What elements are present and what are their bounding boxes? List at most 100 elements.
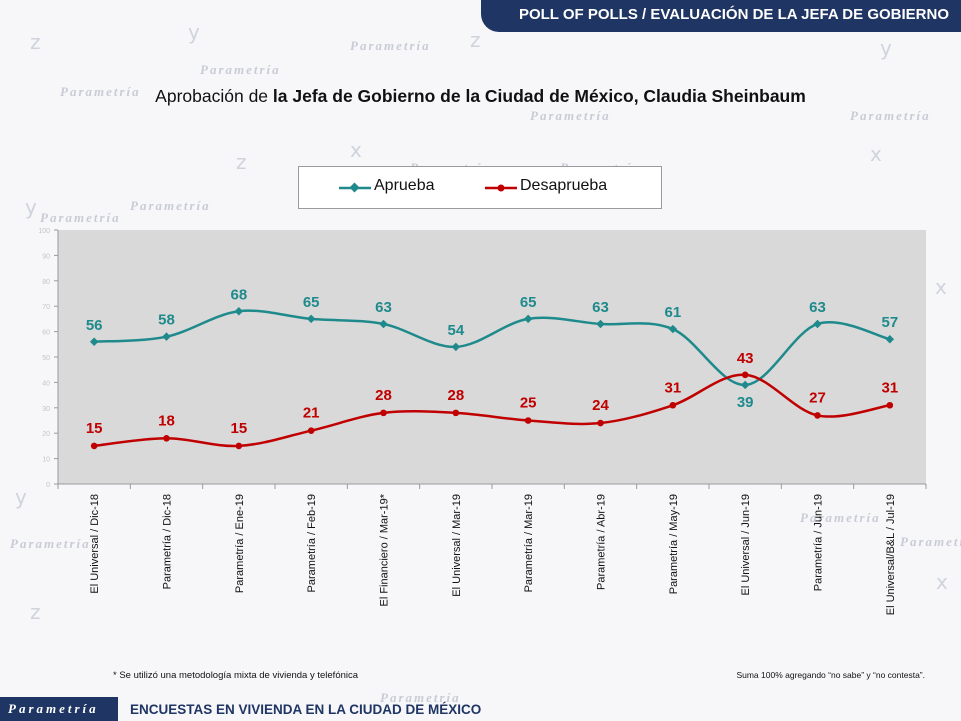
data-point-aprueba <box>451 342 461 352</box>
data-label-aprueba: 56 <box>86 317 103 334</box>
x-category-label: Parametría / Ene-19 <box>234 494 246 593</box>
watermark-glyph: x <box>350 138 362 162</box>
watermark-glyph: x <box>935 275 947 299</box>
x-category-label: El Universal/B&L / Jul-19 <box>885 494 897 615</box>
plot-area <box>58 230 926 484</box>
watermark-brand: Parametría <box>850 108 931 123</box>
y-tick-label: 60 <box>42 330 50 337</box>
data-point-desaprueba <box>90 442 98 450</box>
y-tick-label: 70 <box>42 304 50 311</box>
data-label-aprueba: 65 <box>303 294 320 311</box>
data-label-desaprueba: 18 <box>158 412 175 429</box>
legend-desaprueba-label: Desaprueba <box>520 177 608 194</box>
data-label-aprueba: 58 <box>158 312 175 329</box>
chart-title-prefix: Aprobación de <box>155 86 273 106</box>
data-label-aprueba: 57 <box>881 314 898 331</box>
y-tick-label: 90 <box>42 253 50 260</box>
watermark-brand: Parametría <box>380 690 461 705</box>
legend-aprueba-marker <box>339 182 371 193</box>
watermark-brand: Parametría <box>530 108 611 123</box>
x-category-label: Parametría / Abr-19 <box>596 494 608 590</box>
data-label-desaprueba: 15 <box>230 420 247 437</box>
footnote-methodology: * Se utilizó una metodología mixta de vi… <box>113 670 359 681</box>
data-point-desaprueba <box>380 409 387 417</box>
y-tick-label: 10 <box>42 457 50 464</box>
y-tick-label: 50 <box>42 355 50 362</box>
y-tick-label: 20 <box>42 431 50 438</box>
x-category-label: Parametría / Feb-19 <box>306 494 318 592</box>
data-point-desaprueba <box>452 409 460 417</box>
chart-title: Aprobación de la Jefa de Gobierno de la … <box>0 86 961 107</box>
watermark-brand: Parametría <box>60 84 141 99</box>
legend-aprueba-label: Aprueba <box>374 177 435 194</box>
data-point-desaprueba <box>741 371 749 379</box>
data-point-aprueba <box>740 380 750 390</box>
data-point-desaprueba <box>669 401 677 409</box>
x-category-label: Parametría / Dic-18 <box>162 494 174 589</box>
watermark-brand: Parametría <box>900 534 961 549</box>
watermark-brand: Parametría <box>40 210 121 225</box>
data-point-aprueba <box>379 319 388 329</box>
data-label-desaprueba: 28 <box>447 387 464 404</box>
data-label-desaprueba: 31 <box>664 379 681 396</box>
data-point-aprueba <box>813 319 822 329</box>
data-point-desaprueba <box>307 427 315 434</box>
data-label-desaprueba: 25 <box>520 395 537 412</box>
data-label-desaprueba: 43 <box>737 350 754 367</box>
watermark-glyph: x <box>936 570 948 594</box>
data-label-aprueba: 61 <box>664 304 681 321</box>
data-label-desaprueba: 24 <box>592 397 609 414</box>
watermark-glyph: y <box>25 195 37 219</box>
data-label-aprueba: 39 <box>737 394 754 411</box>
watermark-brand: Parametría <box>200 62 281 77</box>
data-label-desaprueba: 31 <box>881 379 898 396</box>
watermark-glyph: z <box>30 30 41 54</box>
watermark-brand: Parametría <box>130 198 211 213</box>
data-label-desaprueba: 28 <box>375 387 392 404</box>
data-point-aprueba <box>162 332 171 341</box>
y-tick-label: 30 <box>42 406 50 413</box>
watermark-glyph: z <box>236 150 247 174</box>
data-label-aprueba: 65 <box>520 294 537 311</box>
watermark-glyph: y <box>15 485 27 509</box>
data-point-aprueba <box>668 324 678 334</box>
data-label-aprueba: 63 <box>592 299 609 316</box>
legend-desaprueba-marker <box>485 184 517 192</box>
watermark-glyph: z <box>470 28 481 52</box>
x-category-label: El Universal / Jun-19 <box>740 494 752 596</box>
data-label-desaprueba: 15 <box>86 420 103 437</box>
header-title: POLL OF POLLS / EVALUACIÓN DE LA JEFA DE… <box>518 6 949 23</box>
chart-title-bold: la Jefa de Gobierno de la Ciudad de Méxi… <box>272 86 806 106</box>
x-category-label: El Universal / Dic-18 <box>89 494 101 594</box>
data-point-desaprueba <box>886 401 894 409</box>
data-point-aprueba <box>596 319 605 329</box>
watermark-brand: Parametría <box>800 510 881 525</box>
data-point-desaprueba <box>163 434 170 442</box>
data-point-desaprueba <box>814 412 821 419</box>
data-point-desaprueba <box>597 419 604 427</box>
data-point-aprueba <box>234 307 244 316</box>
y-tick-label: 80 <box>42 279 50 286</box>
series-line-desaprueba <box>94 373 891 448</box>
x-category-label: Parametría / Jun-19 <box>813 494 825 591</box>
data-point-desaprueba <box>524 417 532 424</box>
data-point-desaprueba <box>235 442 243 450</box>
data-label-desaprueba: 27 <box>809 389 826 406</box>
data-label-aprueba: 54 <box>447 322 464 339</box>
x-category-label: El Financiero / Mar-19* <box>379 493 391 606</box>
data-label-aprueba: 63 <box>809 299 826 316</box>
watermark-brand: Parametría <box>10 536 91 551</box>
x-category-label: El Universal / Mar-19 <box>451 494 463 597</box>
data-point-aprueba <box>306 314 316 324</box>
y-tick-label: 100 <box>38 228 50 235</box>
watermark-brand: Parametría <box>350 38 431 53</box>
data-label-aprueba: 63 <box>375 299 392 316</box>
y-tick-label: 40 <box>42 380 50 387</box>
data-label-desaprueba: 21 <box>303 405 320 422</box>
data-point-aprueba <box>523 314 533 324</box>
footnote-sum: Suma 100% agregando “no sabe” y “no cont… <box>736 670 925 680</box>
footer-text: ENCUESTAS EN VIVIENDA EN LA CIUDAD DE MÉ… <box>130 702 482 717</box>
data-label-aprueba: 68 <box>230 286 247 303</box>
data-point-aprueba <box>885 334 895 344</box>
